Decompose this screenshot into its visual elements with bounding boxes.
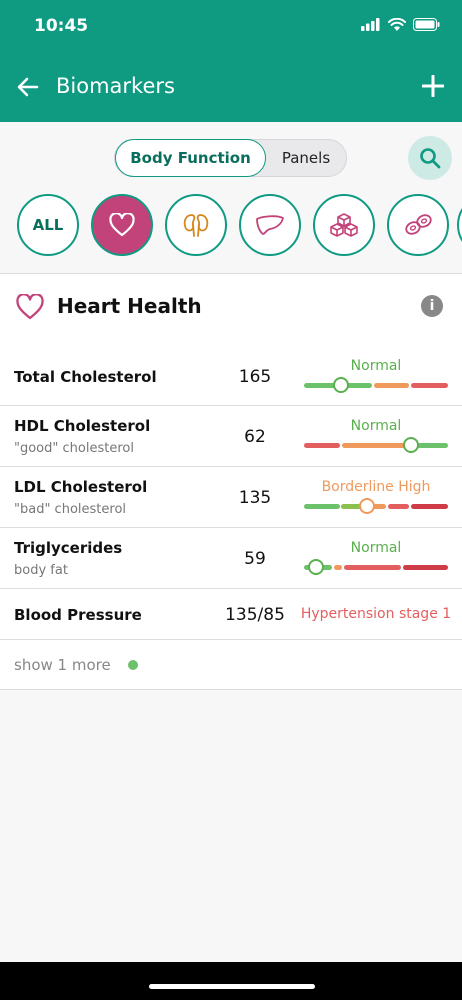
biomarker-row[interactable]: Total Cholesterol 165 Normal <box>0 345 462 406</box>
bottom-bar <box>0 962 462 1000</box>
biomarker-value: 165 <box>238 367 272 387</box>
range-borderline-segment <box>334 565 342 570</box>
divider <box>0 273 462 274</box>
status-icons <box>361 18 440 31</box>
status-time: 10:45 <box>34 16 89 36</box>
search-icon <box>420 148 441 169</box>
range-high-segment <box>304 443 340 448</box>
range-near-optimal-segment <box>341 504 367 509</box>
show-more-link[interactable]: show 1 more <box>14 656 111 674</box>
wifi-icon <box>388 18 406 31</box>
liver-icon <box>256 215 284 235</box>
range-very-high-segment <box>411 504 448 509</box>
range-bar <box>304 437 448 453</box>
tab-panels[interactable]: Panels <box>281 149 331 167</box>
biomarker-panel: Heart Health i Total Cholesterol 165 Nor… <box>0 274 462 690</box>
biomarker-row[interactable]: LDL Cholesterol "bad" cholesterol 135 Bo… <box>0 467 462 528</box>
range-high-segment <box>388 504 409 509</box>
range-borderline-segment <box>342 443 412 448</box>
biomarker-status: Normal <box>350 418 402 434</box>
biomarker-status: Normal <box>350 358 402 374</box>
battery-icon <box>413 18 440 31</box>
biomarker-row[interactable]: Blood Pressure 135/85 Hypertension stage… <box>0 589 462 640</box>
app-header: 10:45 Biomarkers <box>0 0 462 122</box>
biomarker-value: 135 <box>238 488 272 508</box>
range-normal-segment <box>414 443 448 448</box>
tab-body-function[interactable]: Body Function <box>115 139 266 177</box>
range-indicator <box>402 437 419 453</box>
category-all[interactable]: ALL <box>17 194 79 256</box>
sugar-cubes-icon <box>330 213 358 237</box>
home-indicator[interactable] <box>149 984 315 989</box>
category-liver[interactable] <box>239 194 301 256</box>
category-blood-cells[interactable] <box>387 194 449 256</box>
category-blood-sugar[interactable] <box>313 194 375 256</box>
biomarker-row[interactable]: HDL Cholesterol "good" cholesterol 62 No… <box>0 406 462 467</box>
range-very-high-segment <box>403 565 448 570</box>
biomarker-value: 59 <box>244 549 266 569</box>
biomarker-name: LDL Cholesterol <box>14 478 148 496</box>
range-indicator <box>307 559 324 575</box>
heart-icon <box>109 213 135 237</box>
range-high-segment <box>411 383 448 388</box>
biomarker-subtitle: "good" cholesterol <box>14 441 134 456</box>
view-toggle: Body Function Panels <box>114 139 347 177</box>
signal-icon <box>361 18 380 31</box>
biomarker-row[interactable]: Triglycerides body fat 59 Normal <box>0 528 462 589</box>
category-kidney[interactable] <box>165 194 227 256</box>
search-button[interactable] <box>408 136 452 180</box>
biomarker-status: Borderline High <box>321 479 431 495</box>
biomarker-name: Triglycerides <box>14 539 123 557</box>
biomarker-status: Normal <box>350 540 402 556</box>
biomarker-status: Hypertension stage 1 <box>300 606 452 622</box>
biomarker-subtitle: body fat <box>14 563 68 578</box>
range-indicator <box>359 498 376 514</box>
range-normal-segment <box>304 504 340 509</box>
heart-icon <box>16 294 44 320</box>
category-heart[interactable] <box>91 194 153 256</box>
back-arrow-icon[interactable] <box>16 74 40 100</box>
info-icon[interactable]: i <box>421 295 443 317</box>
biomarker-name: HDL Cholesterol <box>14 417 151 435</box>
add-button[interactable] <box>422 75 444 97</box>
range-bar <box>304 377 448 393</box>
blood-cells-icon <box>405 214 432 235</box>
range-bar <box>304 498 448 514</box>
range-borderline-segment <box>368 504 386 509</box>
category-filter-row: ALL <box>0 194 462 258</box>
kidney-icon <box>183 214 209 237</box>
range-borderline-segment <box>374 383 409 388</box>
biomarker-name: Total Cholesterol <box>14 368 157 386</box>
section-title: Heart Health <box>57 294 202 318</box>
biomarker-value: 62 <box>244 427 266 447</box>
range-bar <box>304 559 448 575</box>
biomarker-value: 135/85 <box>225 605 285 625</box>
category-more[interactable] <box>457 194 462 256</box>
range-indicator <box>333 377 350 393</box>
range-high-segment <box>344 565 401 570</box>
show-more-indicator-dot <box>128 660 138 670</box>
page-title: Biomarkers <box>56 74 175 98</box>
biomarker-name: Blood Pressure <box>14 606 142 624</box>
biomarker-subtitle: "bad" cholesterol <box>14 502 127 517</box>
